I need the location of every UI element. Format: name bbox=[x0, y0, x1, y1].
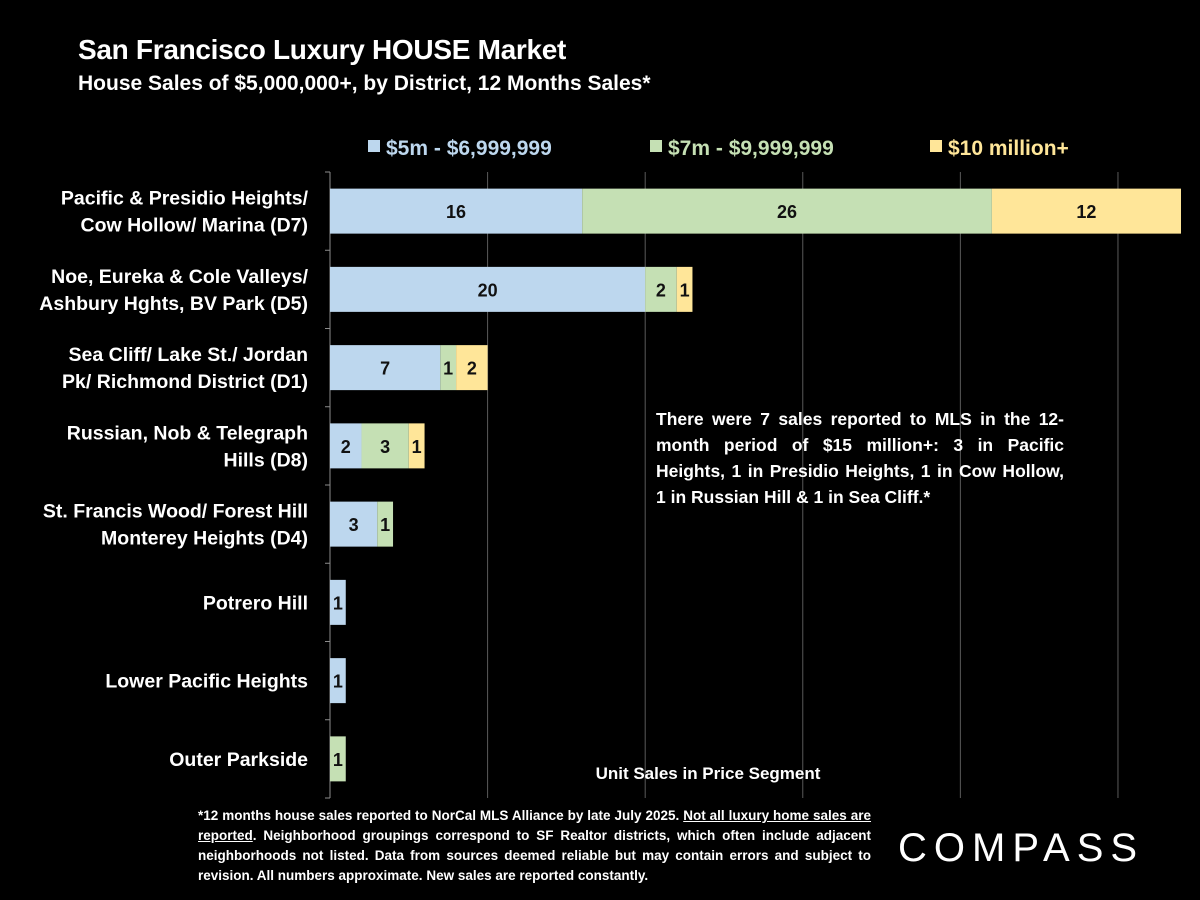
data-label: 1 bbox=[333, 672, 343, 692]
category-label: Outer Parkside bbox=[169, 749, 308, 771]
bar-segment bbox=[330, 501, 378, 547]
data-label: 7 bbox=[380, 359, 390, 379]
data-label: 3 bbox=[380, 437, 390, 457]
bar-segment bbox=[330, 579, 346, 625]
chart-title: San Francisco Luxury HOUSE Market bbox=[78, 34, 567, 65]
data-label: 1 bbox=[333, 593, 343, 613]
bar-segment bbox=[676, 266, 693, 312]
bar-segment bbox=[582, 188, 992, 234]
annotation-note: There were 7 sales reported to MLS in th… bbox=[656, 409, 1064, 507]
bar-segment bbox=[330, 736, 346, 782]
legend-label: $7m - $9,999,999 bbox=[668, 137, 834, 160]
category-label: Russian, Nob & Telegraph bbox=[67, 422, 308, 444]
bar-segment bbox=[330, 423, 362, 469]
legend-swatch bbox=[368, 140, 380, 152]
bar-segment bbox=[330, 345, 441, 391]
data-label: 1 bbox=[443, 359, 453, 379]
footnote-part2: . Neighborhood groupings correspond to S… bbox=[198, 828, 871, 883]
data-label: 1 bbox=[380, 515, 390, 535]
category-label: Lower Pacific Heights bbox=[105, 671, 308, 693]
bar-segment bbox=[330, 266, 646, 312]
bar-segment bbox=[408, 423, 425, 469]
bar-segment bbox=[330, 188, 583, 234]
category-label: Cow Hollow/ Marina (D7) bbox=[80, 215, 308, 237]
bar-segment bbox=[440, 345, 457, 391]
category-label: Hills (D8) bbox=[223, 449, 308, 471]
data-label: 16 bbox=[446, 202, 466, 222]
legend-swatch bbox=[930, 140, 942, 152]
legend-label: $5m - $6,999,999 bbox=[386, 137, 552, 160]
bar-segment bbox=[330, 658, 346, 704]
legend-label: $10 million+ bbox=[948, 137, 1069, 160]
compass-logo: COMPASS bbox=[898, 826, 1145, 870]
data-label: 26 bbox=[777, 202, 797, 222]
footnote-underlined: Not all luxury home sales are reported bbox=[198, 808, 872, 843]
data-label: 12 bbox=[1076, 202, 1096, 222]
data-label: 1 bbox=[680, 280, 690, 300]
category-label: Pk/ Richmond District (D1) bbox=[62, 371, 308, 393]
bar-segment bbox=[991, 188, 1181, 234]
bar-segment bbox=[377, 501, 394, 547]
footnote-part1: *12 months house sales reported to NorCa… bbox=[198, 808, 684, 823]
bar-segment bbox=[645, 266, 677, 312]
data-label: 2 bbox=[341, 437, 351, 457]
legend-swatch bbox=[650, 140, 662, 152]
category-label: St. Francis Wood/ Forest Hill bbox=[43, 501, 308, 523]
category-label: Noe, Eureka & Cole Valleys/ bbox=[51, 266, 308, 288]
data-label: 2 bbox=[467, 359, 477, 379]
data-label: 1 bbox=[333, 750, 343, 770]
category-label: Sea Cliff/ Lake St./ Jordan bbox=[69, 344, 308, 366]
bar-segment bbox=[456, 345, 488, 391]
footnote: *12 months house sales reported to NorCa… bbox=[198, 806, 871, 886]
category-label: Ashbury Hghts, BV Park (D5) bbox=[39, 293, 308, 315]
data-label: 3 bbox=[349, 515, 359, 535]
category-label: Pacific & Presidio Heights/ bbox=[61, 188, 309, 210]
x-axis-label: Unit Sales in Price Segment bbox=[596, 764, 821, 783]
category-label: Potrero Hill bbox=[203, 592, 308, 614]
chart-subtitle: House Sales of $5,000,000+, by District,… bbox=[78, 72, 651, 95]
data-label: 2 bbox=[656, 280, 666, 300]
data-label: 20 bbox=[478, 280, 498, 300]
bar-segment bbox=[361, 423, 409, 469]
data-label: 1 bbox=[412, 437, 422, 457]
category-label: Monterey Heights (D4) bbox=[101, 528, 308, 550]
